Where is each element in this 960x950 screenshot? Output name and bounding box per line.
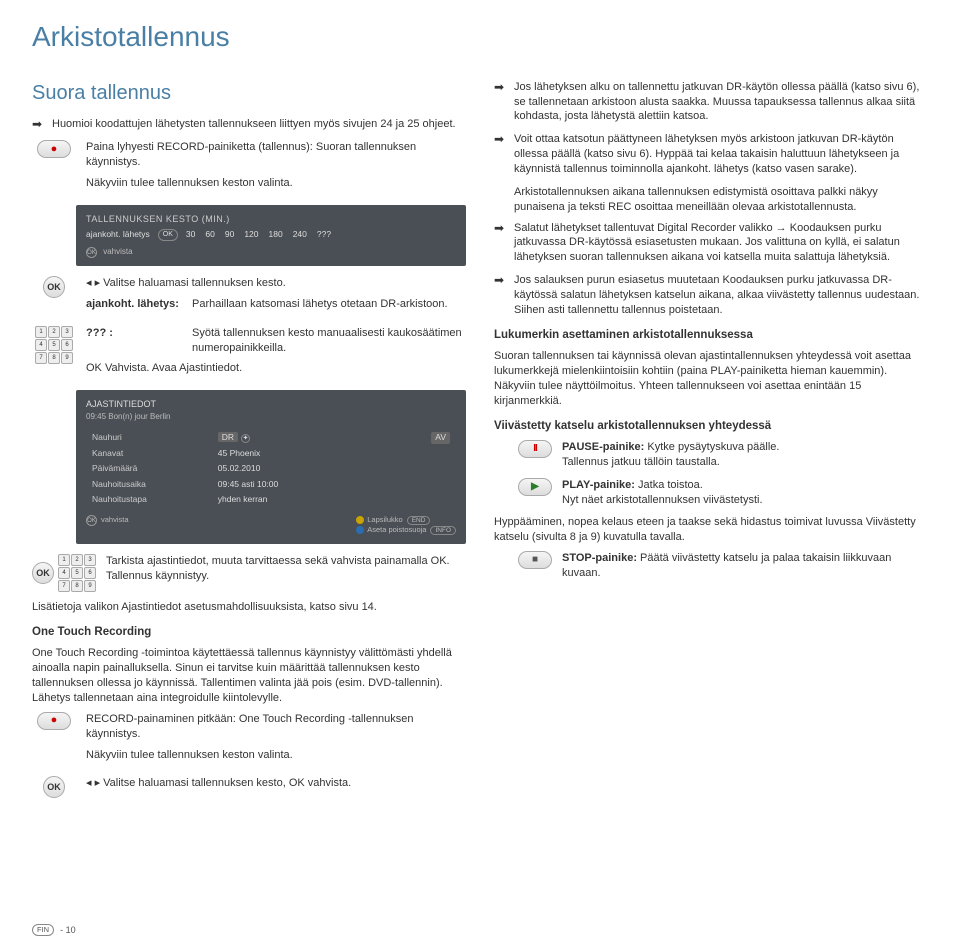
page-footer: FIN - 10 (32, 924, 76, 936)
keypad-icon: 123 456 789 (58, 554, 96, 592)
otr-record-row: ● RECORD-painaminen pitkään: One Touch R… (32, 712, 466, 769)
ok-button-icon: OK (32, 562, 54, 584)
play-row: ▶ PLAY-painike: Jatka toistoa. Nyt näet … (518, 478, 928, 508)
stop-row: ■ STOP-painike: Päätä viivästetty katsel… (518, 551, 928, 581)
ok-circle-icon: OK (86, 247, 97, 258)
two-column-layout: Suora tallennus ➡ Huomioi koodattujen lä… (32, 80, 928, 807)
record-button-icon: ● (37, 712, 71, 730)
language-badge: FIN (32, 924, 54, 936)
yellow-dot-icon (356, 516, 364, 524)
select-duration-row: OK ◂ ▸ Valitse haluamasi tallennuksen ke… (32, 276, 466, 318)
duration-options: 30 60 90 120 180 240 ??? (186, 229, 331, 240)
bookmark-heading: Lukumerkin asettaminen arkistotallennuks… (494, 328, 928, 344)
delayed-view-heading: Viivästetty katselu arkistotallennuksen … (494, 419, 928, 435)
page-title: Arkistotallennus (32, 18, 928, 56)
osd-recording-duration: TALLENNUKSEN KESTO (MIN.) ajankoht. lähe… (76, 205, 466, 266)
arrow-icon: ➡ (494, 80, 508, 125)
timer-info-table: Nauhuri DR✦AV Kanavat45 Phoenix Päivämää… (86, 429, 456, 508)
manual-entry-row: 123 456 789 ??? : Syötä tallennuksen kes… (32, 326, 466, 383)
arrow-icon: ➡ (494, 273, 508, 318)
otr-heading: One Touch Recording (32, 625, 466, 641)
keypad-icon: 123 456 789 (35, 326, 73, 364)
arrow-icon: ➡ (494, 221, 508, 266)
more-info-line: Lisätietoja valikon Ajastintiedot asetus… (32, 600, 466, 615)
ok-chip-icon: OK (158, 229, 178, 240)
section-heading: Suora tallennus (32, 80, 466, 107)
left-column: Suora tallennus ➡ Huomioi koodattujen lä… (32, 80, 466, 807)
blue-dot-icon (356, 526, 364, 534)
right-column: ➡ Jos lähetyksen alku on tallennettu jat… (494, 80, 928, 807)
record-instruction: ● Paina lyhyesti RECORD-painiketta (tall… (32, 140, 466, 197)
otr-ok-row: OK ◂ ▸ Valitse haluamasi tallennuksen ke… (32, 776, 466, 798)
dpad-icon: ✦ (241, 434, 250, 443)
page-number: - 10 (60, 924, 76, 936)
stop-button-icon: ■ (518, 551, 552, 569)
record-button-icon: ● (37, 140, 71, 158)
pause-row: II PAUSE-painike: Kytke pysäytyskuva pää… (518, 440, 928, 470)
pause-button-icon: II (518, 440, 552, 458)
ok-button-icon: OK (43, 776, 65, 798)
play-button-icon: ▶ (518, 478, 552, 496)
osd-timer-info: AJASTINTIEDOT 09:45 Bon(n) jour Berlin N… (76, 390, 466, 544)
arrow-icon: ➡ (494, 132, 508, 177)
otr-body: One Touch Recording -toimintoa käytettäe… (32, 646, 466, 705)
ok-button-icon: OK (43, 276, 65, 298)
check-timer-row: OK 123 456 789 Tarkista ajastintiedot, m… (32, 554, 466, 592)
intro-paragraph: ➡ Huomioi koodattujen lähetysten tallenn… (32, 117, 466, 133)
skip-paragraph: Hyppääminen, nopea kelaus eteen ja taaks… (494, 515, 928, 545)
arrow-icon: ➡ (32, 117, 46, 133)
